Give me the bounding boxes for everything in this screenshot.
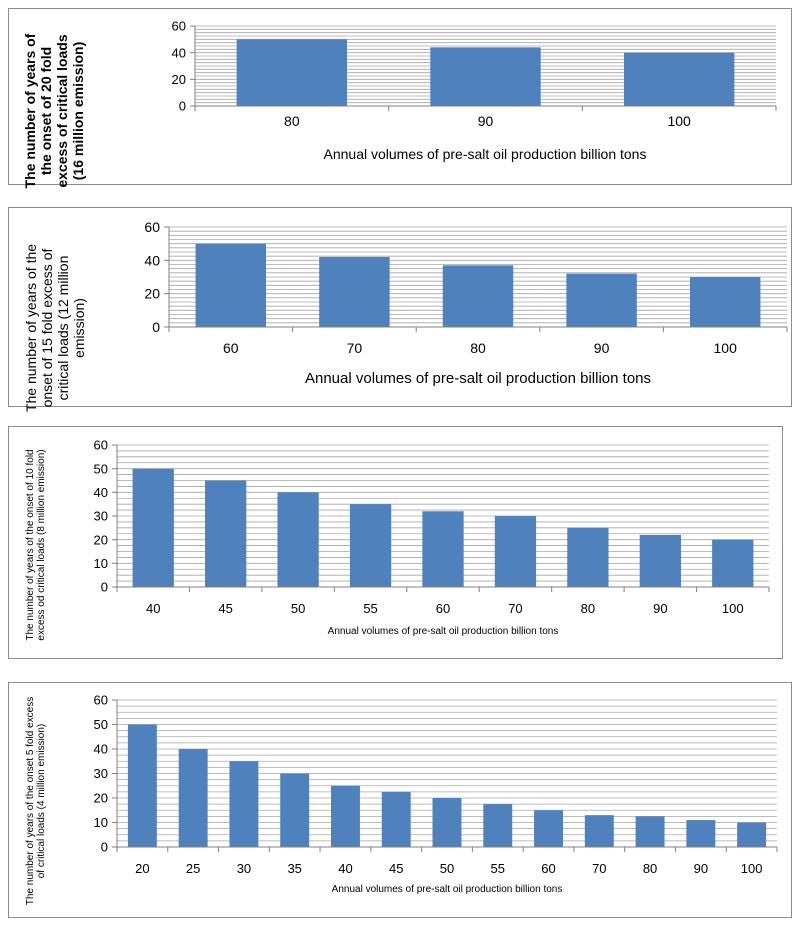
chart-2-x-tick-label: 60 [223, 340, 239, 356]
chart-3-bar-70 [494, 516, 537, 587]
chart-4-x-tick-label: 90 [694, 861, 708, 876]
chart-4-x-tick-label: 45 [389, 861, 403, 876]
chart-3-x-tick-label: 50 [291, 601, 305, 616]
chart-3-y-axis-label: The number of years of the onset of 10 f… [24, 449, 48, 641]
chart-2-y-axis-label: The number of years of the onset of 15 f… [22, 243, 88, 413]
chart-4-x-tick-label: 20 [135, 861, 149, 876]
chart-4-y-tick-label: 10 [94, 815, 108, 830]
chart-2-bar-70 [319, 257, 390, 327]
chart-4-bar-45 [381, 791, 411, 847]
chart-4-x-tick-label: 30 [237, 861, 251, 876]
chart-3-bar-50 [277, 492, 319, 587]
chart-4-x-tick-label: 50 [440, 861, 454, 876]
chart-4-y-tick-label: 60 [94, 693, 108, 708]
chart-4-y-tick-label: 30 [94, 766, 108, 781]
chart-4-bar-20 [127, 724, 157, 847]
chart-1-y-axis-label: The number of years of the onset of 20 f… [21, 33, 87, 189]
chart-panel-1: 0 20 40 60 80 90 100 The number of years of th… [8, 8, 792, 188]
chart-4-y-tick-label: 50 [94, 717, 108, 732]
chart-1-svg: 0 20 40 60 80 90 100 [172, 19, 777, 129]
chart-1-bar-100 [623, 52, 735, 106]
chart-3-x-tick-label: 55 [363, 601, 377, 616]
chart-4-svg: 0 10 20 30 40 50 60 20 25 30 35 40 45 50 55 60 70 80 90 100 [94, 693, 778, 876]
chart-3-y-tick-label: 50 [94, 461, 108, 476]
chart-4-y-tick-label: 40 [94, 742, 108, 757]
chart-4-x-axis-label: Annual volumes of pre-salt oil productio… [331, 884, 563, 895]
chart-panel-3: 0 10 20 30 40 50 60 40 45 50 55 60 70 80 90 100 The num… [8, 426, 783, 659]
chart-3-y-tick-label: 20 [94, 532, 108, 547]
chart-4-bar-35 [280, 773, 310, 847]
chart-4-y-tick-label: 0 [101, 840, 108, 855]
chart-3-x-tick-label: 45 [218, 601, 232, 616]
chart-2-x-tick-label: 100 [714, 340, 738, 356]
chart-4-y-axis-label: The number of years of the onset 5 fold … [24, 696, 48, 906]
chart-panel-4: 0 10 20 30 40 50 60 20 25 30 35 40 45 50 55 60 70 80 90 100… [8, 682, 792, 918]
chart-1-y-tick-label: 20 [172, 72, 186, 87]
chart-3-x-tick-label: 90 [653, 601, 667, 616]
chart-2-svg: 0 20 40 60 60 70 80 90 100 [144, 219, 788, 356]
chart-2-x-axis-label: Annual volumes of pre-salt oil productio… [304, 370, 652, 387]
chart-4-bar-90 [686, 820, 716, 847]
chart-2-x-tick-label: 80 [470, 340, 486, 356]
chart-3-x-tick-label: 70 [508, 601, 522, 616]
chart-4-bar-55 [483, 804, 513, 847]
chart-3-x-tick-label: 80 [581, 601, 595, 616]
chart-3-y-tick-label: 0 [101, 580, 108, 595]
chart-2-bar-90 [566, 273, 637, 327]
chart-3-y-tick-label: 60 [94, 438, 108, 453]
chart-1-y-tick-label: 60 [172, 19, 186, 34]
chart-2-y-tick-label: 40 [144, 252, 160, 268]
chart-1-y-tick-label: 40 [172, 45, 186, 60]
chart-2-y-tick-label: 20 [144, 286, 160, 302]
chart-2-bar-100 [689, 277, 761, 327]
chart-4-bar-80 [635, 816, 665, 847]
chart-3-svg: 0 10 20 30 40 50 60 40 45 50 55 60 70 80 90 100 [94, 438, 770, 616]
chart-4-x-tick-label: 80 [643, 861, 657, 876]
chart-2-x-tick-label: 90 [594, 340, 610, 356]
chart-3-x-axis-label: Annual volumes of pre-salt oil productio… [327, 626, 559, 637]
chart-4-x-tick-label: 70 [592, 861, 606, 876]
chart-4-bar-30 [229, 761, 259, 847]
chart-1-bar-90 [430, 47, 541, 106]
chart-4-x-tick-label: 100 [741, 861, 763, 876]
chart-3-bar-40 [132, 468, 174, 587]
chart-1-bar-80 [236, 39, 348, 106]
chart-4-x-tick-label: 55 [491, 861, 505, 876]
chart-2-x-tick-label: 70 [347, 340, 363, 356]
chart-3-bar-80 [567, 527, 609, 587]
chart-2-y-tick-label: 0 [152, 319, 160, 335]
chart-1-x-tick-label: 90 [478, 113, 494, 129]
chart-4-bar-60 [534, 810, 564, 847]
chart-1-x-tick-label: 100 [667, 113, 691, 129]
chart-2-bar-80 [442, 265, 514, 327]
chart-2-bar-60 [195, 243, 267, 327]
chart-4-y-tick-label: 20 [94, 791, 108, 806]
chart-4-bar-25 [178, 749, 208, 847]
chart-2-y-tick-label: 60 [144, 219, 160, 235]
chart-3-x-tick-label: 60 [436, 601, 450, 616]
chart-1-x-axis-label: Annual volumes of pre-salt oil productio… [323, 146, 647, 162]
chart-panel-2: 0 20 40 60 60 70 80 90 100 The number of years o… [8, 207, 792, 412]
chart-4-x-tick-label: 25 [186, 861, 200, 876]
chart-3-bar-45 [205, 480, 247, 587]
chart-4-bar-40 [330, 785, 360, 847]
chart-1-y-tick-label: 0 [179, 99, 186, 114]
chart-4-bar-100 [737, 822, 767, 847]
chart-3-bar-60 [422, 511, 464, 587]
chart-3-bar-90 [639, 534, 681, 587]
chart-3-bar-100 [712, 539, 754, 587]
chart-3-y-tick-label: 10 [94, 556, 108, 571]
chart-3-y-tick-label: 30 [94, 509, 108, 524]
chart-4-x-tick-label: 40 [338, 861, 352, 876]
chart-4-bar-70 [584, 815, 614, 847]
chart-4-x-tick-label: 35 [287, 861, 301, 876]
chart-4-bar-50 [432, 798, 462, 847]
chart-3-x-tick-label: 100 [722, 601, 744, 616]
chart-4-x-tick-label: 60 [541, 861, 555, 876]
chart-3-x-tick-label: 40 [146, 601, 160, 616]
chart-3-bar-55 [349, 504, 392, 587]
chart-1-x-tick-label: 80 [284, 113, 300, 129]
chart-3-y-tick-label: 40 [94, 485, 108, 500]
